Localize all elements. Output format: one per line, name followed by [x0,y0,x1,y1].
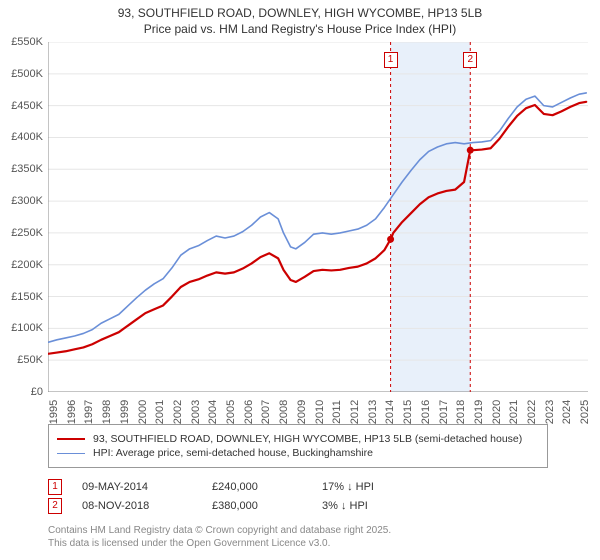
x-tick-label: 2007 [260,400,272,424]
sale-marker-box: 1 [48,479,62,495]
x-tick-label: 2004 [207,400,219,424]
y-tick-label: £250K [11,227,43,239]
x-tick-label: 2014 [384,400,396,424]
sale-price: £380,000 [212,500,322,512]
x-tick-label: 2020 [491,400,503,424]
sale-date: 08-NOV-2018 [82,500,212,512]
legend-swatch [57,453,85,454]
x-tick-label: 2011 [331,400,343,424]
x-tick-label: 2025 [579,400,591,424]
y-tick-label: £400K [11,131,43,143]
y-tick-label: £350K [11,163,43,175]
x-tick-label: 2019 [473,400,485,424]
x-tick-label: 1996 [66,400,78,424]
footer-line-1: Contains HM Land Registry data © Crown c… [48,524,391,537]
sale-marker-box: 2 [48,498,62,514]
x-tick-label: 2016 [420,400,432,424]
x-tick-label: 2006 [243,400,255,424]
y-tick-label: £0 [31,386,43,398]
y-tick-label: £200K [11,259,43,271]
chart-plot [48,42,588,392]
legend-box: 93, SOUTHFIELD ROAD, DOWNLEY, HIGH WYCOM… [48,424,548,468]
x-tick-label: 2002 [172,400,184,424]
sales-table: 1 09-MAY-2014£240,00017% ↓ HPI 2 08-NOV-201… [48,476,432,517]
sale-marker-1: 1 [384,52,398,68]
y-tick-label: £150K [11,291,43,303]
x-tick-label: 2003 [190,400,202,424]
x-tick-label: 2018 [455,400,467,424]
legend-swatch [57,438,85,440]
x-tick-label: 1997 [83,400,95,424]
x-tick-label: 2013 [367,400,379,424]
sales-row: 2 08-NOV-2018£380,0003% ↓ HPI [48,498,432,514]
x-tick-label: 2001 [154,400,166,424]
x-tick-label: 2005 [225,400,237,424]
footer-attribution: Contains HM Land Registry data © Crown c… [48,524,391,550]
legend-label: HPI: Average price, semi-detached house,… [93,447,373,459]
x-tick-label: 2022 [526,400,538,424]
y-tick-label: £100K [11,322,43,334]
y-tick-label: £550K [11,36,43,48]
x-tick-label: 1999 [119,400,131,424]
y-tick-label: £50K [17,354,43,366]
x-tick-label: 2021 [508,400,520,424]
x-tick-label: 2012 [349,400,361,424]
x-tick-label: 1998 [101,400,113,424]
x-tick-label: 2010 [314,400,326,424]
y-tick-label: £450K [11,100,43,112]
y-tick-label: £300K [11,195,43,207]
legend-item: HPI: Average price, semi-detached house,… [57,447,539,459]
x-tick-label: 2008 [278,400,290,424]
sales-row: 1 09-MAY-2014£240,00017% ↓ HPI [48,479,432,495]
x-tick-label: 2024 [561,400,573,424]
sale-price: £240,000 [212,481,322,493]
title-line-2: Price paid vs. HM Land Registry's House … [0,22,600,38]
x-tick-label: 2009 [296,400,308,424]
legend-label: 93, SOUTHFIELD ROAD, DOWNLEY, HIGH WYCOM… [93,433,522,445]
sale-date: 09-MAY-2014 [82,481,212,493]
chart-title: 93, SOUTHFIELD ROAD, DOWNLEY, HIGH WYCOM… [0,0,600,37]
sale-delta-vs-hpi: 17% ↓ HPI [322,481,432,493]
legend-item: 93, SOUTHFIELD ROAD, DOWNLEY, HIGH WYCOM… [57,433,539,445]
x-tick-label: 2017 [438,400,450,424]
y-tick-label: £500K [11,68,43,80]
sale-marker-2: 2 [463,52,477,68]
x-tick-label: 2000 [137,400,149,424]
title-line-1: 93, SOUTHFIELD ROAD, DOWNLEY, HIGH WYCOM… [0,6,600,22]
footer-line-2: This data is licensed under the Open Gov… [48,537,391,550]
x-tick-label: 1995 [48,400,60,424]
x-tick-label: 2015 [402,400,414,424]
chart-container: 93, SOUTHFIELD ROAD, DOWNLEY, HIGH WYCOM… [0,0,600,560]
x-tick-label: 2023 [544,400,556,424]
sale-delta-vs-hpi: 3% ↓ HPI [322,500,432,512]
